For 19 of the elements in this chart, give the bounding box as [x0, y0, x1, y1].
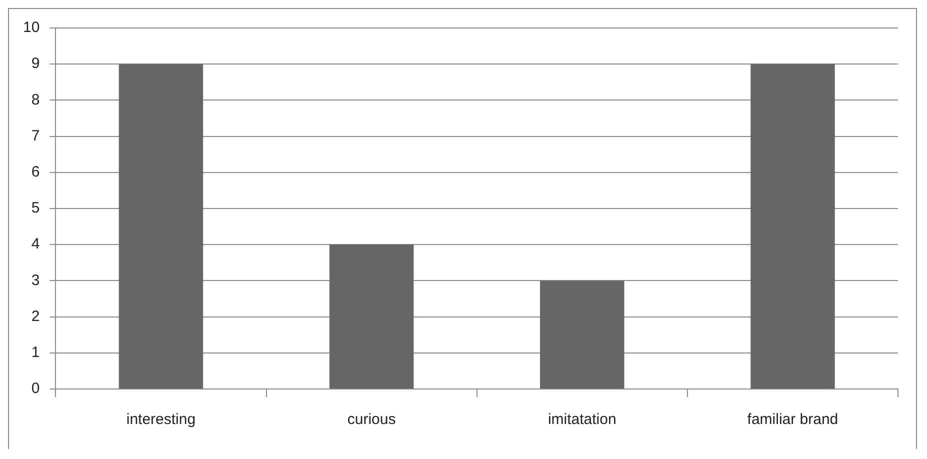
y-tick-label: 5: [31, 200, 40, 217]
y-tick-label: 3: [31, 272, 40, 289]
y-tick-label: 0: [31, 380, 40, 398]
y-tick-label: 8: [31, 91, 40, 108]
bar: [118, 64, 204, 388]
bar: [750, 64, 835, 388]
bar: [540, 280, 624, 388]
y-tick-label: 6: [31, 164, 40, 181]
x-tick-label: curious: [347, 411, 396, 428]
x-tick-label: familiar brand: [747, 411, 838, 428]
bar: [329, 244, 414, 388]
y-tick-label: 9: [31, 55, 40, 72]
y-tick-label: 10: [22, 19, 40, 36]
x-tick-label: interesting: [126, 411, 196, 428]
y-tick-label: 2: [31, 308, 40, 325]
y-tick-label: 4: [31, 236, 40, 253]
x-tick-label: imitatation: [548, 411, 616, 428]
y-tick-label: 1: [31, 344, 40, 362]
y-tick-label: 7: [31, 127, 40, 144]
